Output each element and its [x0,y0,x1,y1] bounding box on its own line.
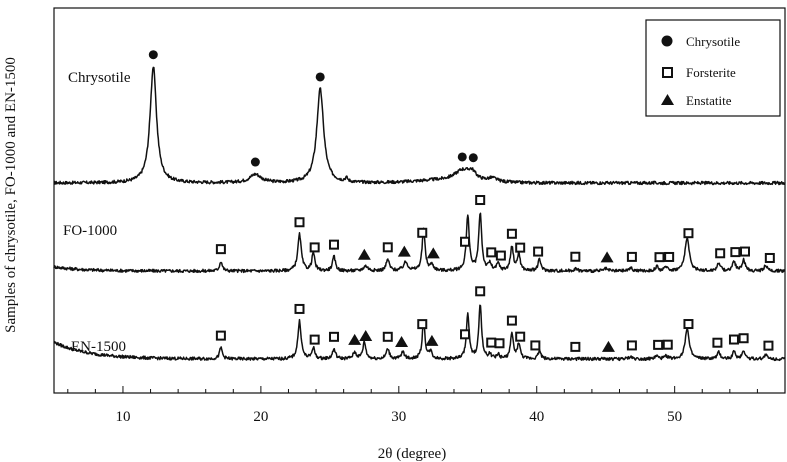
peak-marker-square [215,330,226,341]
series-line-fo-1000 [53,212,786,274]
peak-marker-square [626,340,637,351]
peak-marker-square [764,252,775,263]
peak-marker-square [515,331,526,342]
peak-marker-triangle [357,248,371,260]
legend-label-chrysotile: Chrysotile [686,34,740,49]
peak-marker-square [530,340,541,351]
peak-marker-square [215,244,226,255]
sample-labels: Chrysotile FO-1000 EN-1500 [63,70,131,355]
legend-marker-triangle [661,94,674,105]
peak-marker-square [309,242,320,253]
legend-label-forsterite: Forsterite [686,65,736,80]
peak-marker-square [730,247,741,258]
peak-marker-square [494,338,505,349]
peak-marker-square [715,248,726,259]
x-tick-label: 10 [115,409,130,425]
peak-marker-triangle [395,336,409,348]
peak-marker-square [653,339,664,350]
x-tick-label: 40 [529,409,544,425]
peak-marker-square [515,242,526,253]
peak-marker-triangle [348,333,362,345]
peak-marker-triangle [359,329,373,341]
legend-marker-circle [661,35,673,47]
peak-marker-square [570,341,581,352]
y-axis-title: Samples of chrysotile, FO-1000 and EN-15… [3,57,19,333]
peak-marker-square [486,247,497,258]
peak-marker-square [328,331,339,342]
peak-marker-circle [315,72,325,82]
peak-marker-square [664,251,675,262]
peak-marker-square [495,250,506,261]
series-line-chrysotile [53,66,786,186]
peak-marker-square [328,239,339,250]
peak-marker-square [533,246,544,257]
legend: Chrysotile Forsterite Enstatite [645,19,781,117]
peak-marker-square [712,337,723,348]
peak-marker-square [740,246,751,257]
peak-marker-circle [468,153,478,163]
peak-marker-square [294,303,305,314]
x-tick-label: 20 [253,409,268,425]
peak-marker-triangle [600,251,614,263]
peak-marker-square [506,315,517,326]
peak-marker-square [417,319,428,330]
peak-marker-square [294,217,305,228]
peak-marker-square [683,228,694,239]
peak-marker-triangle [426,247,440,259]
x-axis-ticks: 10 20 30 40 50 [67,386,786,425]
series-layer [53,66,786,362]
peak-marker-square [382,242,393,253]
x-axis-title: 2θ (degree) [378,446,446,462]
peak-marker-square [763,340,774,351]
sample-label-fo-1000: FO-1000 [63,223,117,239]
peak-marker-square [654,252,665,263]
sample-label-en-1500: EN-1500 [71,339,126,355]
x-tick-label: 30 [391,409,406,425]
peak-marker-square [417,227,428,238]
legend-label-enstatite: Enstatite [686,93,732,108]
peak-marker-triangle [397,245,411,257]
peak-marker-square [683,319,694,330]
legend-marker-square [662,67,673,78]
peak-marker-square [570,251,581,262]
marker-layer [148,50,775,352]
series-line-en-1500 [53,304,786,362]
peak-marker-triangle [425,334,439,346]
peak-marker-square [475,286,486,297]
peak-marker-square [460,329,471,340]
peak-marker-circle [148,50,158,60]
peak-marker-square [662,339,673,350]
peak-marker-square [728,334,739,345]
peak-marker-square [738,333,749,344]
peak-marker-square [382,331,393,342]
x-tick-label: 50 [667,409,682,425]
peak-marker-circle [457,152,467,162]
peak-marker-square [309,334,320,345]
peak-marker-square [626,251,637,262]
peak-marker-triangle [601,340,615,352]
sample-label-chrysotile: Chrysotile [68,70,131,86]
peak-marker-circle [250,157,260,167]
peak-marker-square [486,337,497,348]
peak-marker-square [460,236,471,247]
peak-marker-square [506,228,517,239]
peak-marker-square [475,195,486,206]
plot-frame [53,7,786,394]
